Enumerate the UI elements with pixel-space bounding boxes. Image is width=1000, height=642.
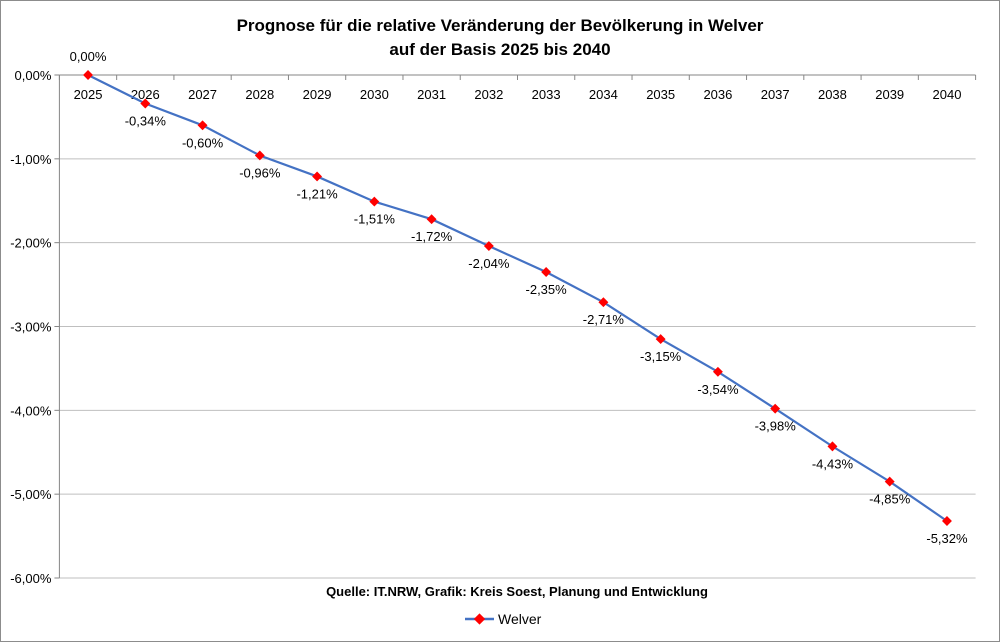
x-tick-label: 2031 — [417, 87, 446, 102]
x-tick-label: 2039 — [875, 87, 904, 102]
data-label: -4,43% — [812, 456, 854, 471]
data-point-marker — [369, 196, 380, 207]
x-tick-label: 2028 — [245, 87, 274, 102]
x-tick-label: 2026 — [131, 87, 160, 102]
x-tick-label: 2025 — [74, 87, 103, 102]
y-tick-label: -2,00% — [10, 236, 52, 251]
data-label: 0,00% — [70, 49, 107, 64]
data-point-marker — [483, 241, 494, 251]
data-point-marker — [197, 120, 208, 131]
data-point-marker — [770, 403, 781, 414]
x-tick-label: 2032 — [474, 87, 503, 102]
data-label: -1,51% — [354, 212, 396, 227]
legend: Welver — [465, 611, 542, 627]
series-line-welver — [87, 74, 948, 522]
x-tick-label: 2036 — [703, 87, 732, 102]
data-label: -5,32% — [926, 531, 968, 546]
x-tick-label: 2029 — [303, 87, 332, 102]
data-point-marker — [598, 297, 609, 308]
y-tick-label: -3,00% — [10, 320, 52, 335]
chart-title-line1: Prognose für die relative Veränderung de… — [237, 16, 764, 35]
data-point-marker — [942, 516, 952, 526]
x-tick-label: 2037 — [761, 87, 790, 102]
data-label: -1,72% — [411, 229, 453, 244]
chart-title-line2: auf der Basis 2025 bis 2040 — [389, 40, 610, 59]
data-point-marker — [140, 98, 151, 109]
data-label: -1,21% — [296, 186, 338, 201]
x-tick-label: 2034 — [589, 87, 618, 102]
data-label: -0,60% — [182, 135, 224, 150]
y-tick-label: -1,00% — [10, 152, 52, 167]
data-label: -2,04% — [468, 256, 510, 271]
data-point-marker — [541, 267, 552, 277]
data-label: -3,98% — [755, 419, 797, 434]
x-tick-label: 2040 — [933, 87, 962, 102]
data-point-marker — [827, 441, 838, 452]
x-tick-label: 2027 — [188, 87, 217, 102]
x-tick-label: 2030 — [360, 87, 389, 102]
data-point-marker — [655, 334, 666, 345]
legend-label: Welver — [498, 611, 542, 627]
x-tick-label: 2033 — [532, 87, 561, 102]
data-point-marker — [83, 70, 93, 80]
data-label: -0,34% — [125, 114, 167, 129]
x-tick-label: 2038 — [818, 87, 847, 102]
data-point-marker — [312, 171, 323, 182]
data-point-marker — [884, 476, 895, 487]
source-note: Quelle: IT.NRW, Grafik: Kreis Soest, Pla… — [326, 584, 708, 599]
data-point-marker — [712, 366, 723, 377]
data-label: -3,15% — [640, 349, 682, 364]
x-tick-label: 2035 — [646, 87, 675, 102]
y-tick-label: -6,00% — [10, 571, 52, 586]
data-label: -0,96% — [239, 165, 281, 180]
data-point-marker — [426, 214, 437, 225]
data-label: -4,85% — [869, 492, 911, 507]
y-tick-label: 0,00% — [15, 68, 52, 83]
data-point-marker — [254, 150, 265, 161]
data-label: -2,35% — [526, 282, 568, 297]
y-tick-label: -4,00% — [10, 403, 52, 418]
y-tick-label: -5,00% — [10, 487, 52, 502]
data-label: -2,71% — [583, 312, 625, 327]
legend-marker — [473, 613, 486, 625]
data-label: -3,54% — [697, 382, 739, 397]
